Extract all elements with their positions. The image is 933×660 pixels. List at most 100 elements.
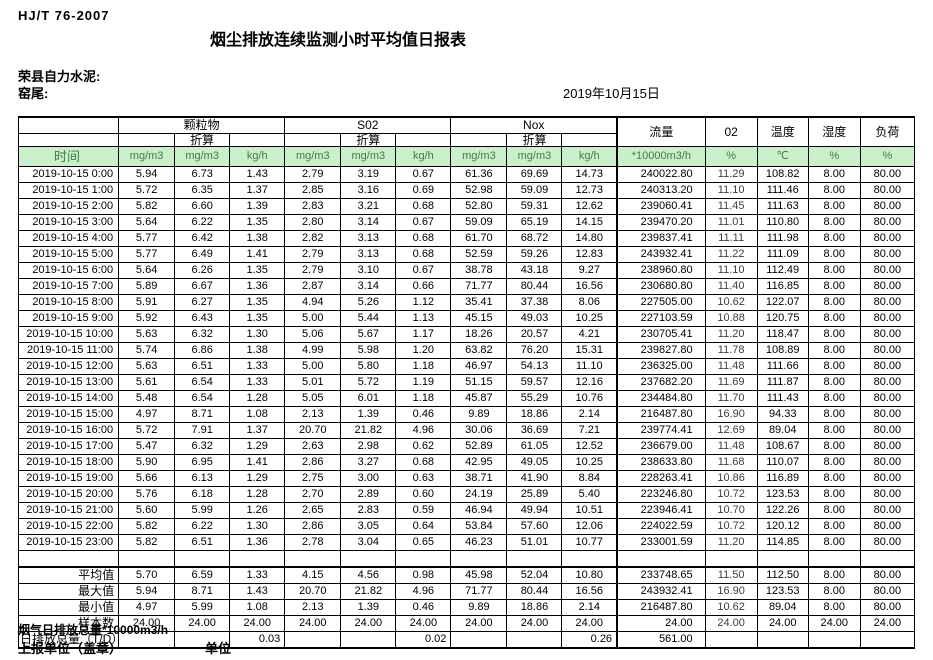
table-row: 2019-10-15 16:00 5.72 7.91 1.37 20.70 21.82 4.… — [17, 422, 916, 439]
value-cell: 8.06 — [561, 294, 618, 311]
value-cell: 11.11 — [704, 230, 758, 247]
value-cell: 11.48 — [704, 438, 758, 455]
value-cell: 5.80 — [340, 358, 397, 375]
value-cell: 8.00 — [807, 182, 861, 199]
value-cell: 12.52 — [561, 438, 618, 455]
value-cell: 24.00 — [807, 615, 861, 632]
value-cell: 0.60 — [395, 486, 452, 503]
value-cell: 8.00 — [807, 518, 861, 535]
value-cell: 1.43 — [229, 166, 286, 183]
value-cell: 227103.59 — [616, 310, 706, 327]
value-cell: 8.00 — [807, 470, 861, 487]
unit-cell: kg/h — [395, 146, 452, 167]
value-cell: 15.31 — [561, 342, 618, 359]
value-cell: 61.05 — [506, 438, 563, 455]
value-cell: 1.35 — [229, 262, 286, 279]
table-row: 2019-10-15 4:00 5.77 6.42 1.38 2.82 3.13 0.68 6… — [17, 230, 916, 247]
value-cell: 10.88 — [704, 310, 758, 327]
value-cell: 2.89 — [340, 486, 397, 503]
value-cell: 8.00 — [807, 534, 861, 551]
value-cell: 1.33 — [229, 566, 286, 584]
value-cell: 5.92 — [118, 310, 176, 327]
spacer-cell — [284, 133, 342, 147]
value-cell: 5.72 — [118, 422, 176, 439]
value-cell: 0.98 — [395, 566, 452, 584]
time-cell — [17, 550, 120, 568]
value-cell: 4.94 — [284, 294, 342, 311]
load-header: 负荷 — [859, 116, 916, 147]
value-cell: 3.19 — [340, 166, 397, 183]
value-cell: 49.05 — [506, 454, 563, 471]
value-cell: 76.20 — [506, 342, 563, 359]
value-cell: 5.01 — [284, 374, 342, 391]
value-cell: 2.70 — [284, 486, 342, 503]
value-cell: 57.60 — [506, 518, 563, 535]
time-cell: 2019-10-15 13:00 — [17, 374, 120, 391]
value-cell: 233001.59 — [616, 534, 706, 551]
value-cell — [340, 550, 397, 568]
value-cell: 51.01 — [506, 534, 563, 551]
value-cell: 43.18 — [506, 262, 563, 279]
value-cell: 5.94 — [118, 583, 176, 600]
value-cell: 6.43 — [174, 310, 231, 327]
time-cell: 2019-10-15 0:00 — [17, 166, 120, 183]
time-cell: 2019-10-15 22:00 — [17, 518, 120, 535]
value-cell: 46.97 — [450, 358, 508, 375]
table-row: 2019-10-15 10:00 5.63 6.32 1.30 5.06 5.67 1.17… — [17, 326, 916, 343]
value-cell: 8.00 — [807, 262, 861, 279]
summary-label: 最大值 — [17, 583, 120, 600]
value-cell: 0.64 — [395, 518, 452, 535]
value-cell: 52.59 — [450, 246, 508, 263]
value-cell: 1.18 — [395, 358, 452, 375]
value-cell: 10.72 — [704, 518, 758, 535]
value-cell: 5.06 — [284, 326, 342, 343]
value-cell: 21.82 — [340, 422, 397, 439]
value-cell: 5.91 — [118, 294, 176, 311]
group-nox: Nox — [450, 116, 618, 134]
value-cell: 223946.41 — [616, 502, 706, 519]
unit-cell: kg/h — [561, 146, 618, 167]
value-cell: 3.21 — [340, 198, 397, 215]
value-cell: 108.89 — [756, 342, 809, 359]
value-cell: 12.06 — [561, 518, 618, 535]
value-cell: 1.28 — [229, 486, 286, 503]
unit-cell: % — [859, 146, 916, 167]
value-cell — [506, 550, 563, 568]
value-cell: 0.68 — [395, 454, 452, 471]
value-cell: 45.98 — [450, 566, 508, 584]
time-cell: 2019-10-15 3:00 — [17, 214, 120, 231]
value-cell: 24.00 — [340, 615, 397, 632]
value-cell: 0.62 — [395, 438, 452, 455]
value-cell: 2.98 — [340, 438, 397, 455]
time-cell: 2019-10-15 14:00 — [17, 390, 120, 407]
value-cell: 11.68 — [704, 454, 758, 471]
value-cell: 18.86 — [506, 406, 563, 423]
value-cell: 6.26 — [174, 262, 231, 279]
table-row: 2019-10-15 3:00 5.64 6.22 1.35 2.80 3.14 0.67 5… — [17, 214, 916, 231]
value-cell: 0.02 — [395, 631, 452, 649]
time-cell: 2019-10-15 19:00 — [17, 470, 120, 487]
value-cell: 80.00 — [859, 182, 916, 199]
value-cell: 5.63 — [118, 326, 176, 343]
time-cell: 2019-10-15 18:00 — [17, 454, 120, 471]
value-cell: 2.78 — [284, 534, 342, 551]
value-cell: 1.17 — [395, 326, 452, 343]
value-cell: 5.72 — [118, 182, 176, 199]
header-row-groups: 颗粒物 S02 Nox 流量 02 温度 湿度 负荷 — [17, 116, 916, 147]
value-cell: 1.30 — [229, 326, 286, 343]
value-cell: 111.46 — [756, 182, 809, 199]
value-cell: 8.00 — [807, 230, 861, 247]
value-cell: 112.50 — [756, 566, 809, 584]
table-row: 2019-10-15 14:00 5.48 6.54 1.28 5.05 6.01 1.18… — [17, 390, 916, 407]
value-cell: 46.23 — [450, 534, 508, 551]
value-cell: 24.00 — [616, 615, 706, 632]
value-cell: 52.98 — [450, 182, 508, 199]
value-cell: 114.85 — [756, 534, 809, 551]
value-cell: 24.00 — [229, 615, 286, 632]
table-row: 2019-10-15 12:00 5.63 6.51 1.33 5.00 5.80 1.18… — [17, 358, 916, 375]
value-cell: 3.27 — [340, 454, 397, 471]
value-cell: 24.00 — [395, 615, 452, 632]
value-cell: 233748.65 — [616, 566, 706, 584]
value-cell: 59.09 — [506, 182, 563, 199]
value-cell: 9.89 — [450, 406, 508, 423]
